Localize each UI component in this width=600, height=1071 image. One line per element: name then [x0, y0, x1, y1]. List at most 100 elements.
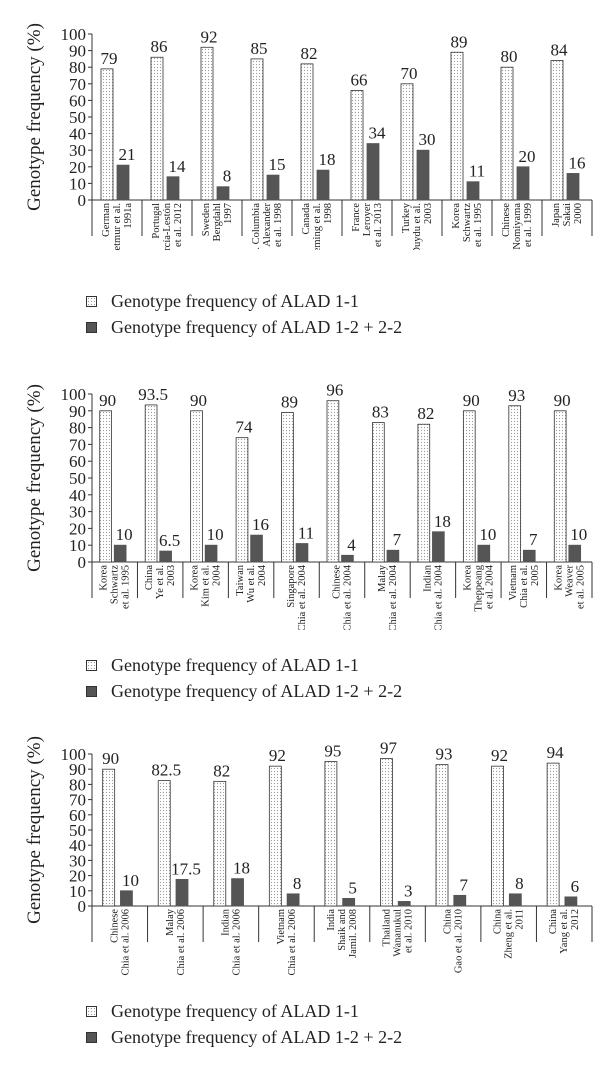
chart-panel-1: Genotype frequency (%) 010203040506070809… — [24, 23, 593, 250]
bar-alad-1-1 — [553, 410, 567, 563]
x-category-label: Singapore — [286, 565, 297, 608]
bar-alad-1-1 — [400, 83, 414, 201]
y-tick-label: 40 — [69, 486, 86, 505]
data-label: 7 — [393, 530, 402, 549]
x-category-label: Duydu et al. — [412, 203, 423, 250]
bar-alad-1-1 — [380, 758, 393, 907]
x-category-label: et al. 2005 — [575, 565, 586, 609]
y-tick-label: 90 — [69, 402, 86, 421]
data-label: 90 — [554, 391, 571, 410]
bar-alad-1-2-2-2 — [231, 878, 244, 907]
bar-alad-1-2-2-2 — [286, 893, 300, 907]
y-tick-label: 100 — [61, 385, 87, 404]
data-label: 93 — [436, 745, 453, 764]
x-category-label: Wananukul — [393, 909, 404, 957]
x-category-label: Fleming et al. — [312, 203, 323, 250]
x-category-label: Chia et al. 2004 — [343, 564, 354, 630]
bar-alad-1-2-2-2 — [216, 186, 230, 201]
y-tick-label: 0 — [78, 553, 87, 572]
x-category-label: Kim et al. — [201, 565, 212, 607]
x-category-label: Gao et al. 2010 — [454, 909, 465, 973]
y-tick-label: 40 — [69, 836, 86, 855]
bar-alad-1-1 — [550, 60, 564, 201]
data-label: 97 — [380, 739, 398, 758]
x-category-label: 2003 — [166, 565, 177, 586]
data-label: 18 — [434, 512, 451, 531]
y-tick-label: 80 — [69, 775, 86, 794]
x-category-label: Chinese — [109, 909, 120, 943]
y-tick-label: 60 — [69, 806, 86, 825]
legend-swatch-light — [86, 659, 97, 671]
x-category-label: China — [144, 565, 155, 590]
bar-alad-1-2-2-2 — [266, 174, 280, 201]
y-tick-label: 20 — [69, 519, 86, 538]
x-category-label: Indian — [422, 564, 433, 592]
bar-alad-1-1 — [250, 58, 264, 201]
bar-alad-1-1 — [500, 66, 514, 201]
x-category-label: Nomiyama — [512, 203, 523, 250]
bar-alad-1-1 — [450, 51, 464, 201]
bar-alad-1-2-2-2 — [166, 176, 180, 201]
x-category-label: Schwartz — [110, 565, 121, 604]
bar-alad-1-2-2-2 — [250, 534, 263, 563]
data-label: 15 — [269, 155, 286, 174]
bar-alad-1-2-2-2 — [416, 149, 430, 201]
bar-alad-1-1 — [144, 404, 158, 563]
y-tick-label: 90 — [69, 760, 86, 779]
bar-alad-1-2-2-2 — [466, 181, 480, 201]
data-label: 3 — [404, 881, 413, 900]
x-category-label: 1997 — [223, 203, 234, 224]
x-category-label: 2011 — [515, 909, 526, 930]
data-label: 90 — [102, 749, 119, 768]
bar-alad-1-2-2-2 — [342, 897, 356, 907]
x-category-label: et al. 2010 — [404, 909, 415, 953]
bar-alad-1-1 — [462, 410, 476, 563]
data-label: 92 — [201, 27, 218, 46]
bar-alad-1-2-2-2 — [204, 544, 218, 563]
x-category-label: Weaver — [564, 565, 575, 597]
bar-alad-1-1 — [350, 90, 364, 201]
bar-alad-1-2-2-2 — [120, 890, 133, 907]
y-tick-label: 60 — [69, 91, 86, 110]
x-category-label: Chinese — [332, 565, 343, 599]
data-label: 86 — [151, 37, 168, 56]
data-label: 10 — [570, 525, 587, 544]
bar-alad-1-2-2-2 — [175, 878, 189, 907]
data-label: 10 — [122, 871, 139, 890]
y-tick-label: 50 — [69, 469, 86, 488]
data-label: 7 — [460, 875, 469, 894]
x-category-label: Chia et al. 2006 — [176, 909, 187, 976]
x-category-label: Chia et al. 2006 — [287, 909, 298, 976]
x-category-label: Shaik and — [337, 908, 348, 950]
bar-alad-1-1 — [268, 765, 282, 907]
data-label: 5 — [348, 878, 357, 897]
legend-label-1-1: Genotype frequency of ALAD 1-1 — [111, 290, 359, 311]
y-tick-label: 40 — [69, 125, 86, 144]
x-category-label: 1991a — [123, 203, 134, 229]
x-category-label: Sakai — [562, 203, 573, 226]
data-label: 85 — [251, 39, 268, 58]
data-label: 90 — [99, 391, 116, 410]
bar-alad-1-2-2-2 — [564, 896, 578, 907]
x-category-label: Wetmur et al. — [112, 203, 123, 250]
y-tick-label: 50 — [69, 108, 86, 127]
data-label: 6.5 — [159, 531, 180, 550]
y-tick-label: 100 — [61, 745, 87, 764]
legend-panel-2: Genotype frequency of ALAD 1-1 Genotype … — [86, 652, 402, 704]
x-category-label: German — [101, 202, 112, 237]
legend-entry-1-1: Genotype frequency of ALAD 1-1 — [86, 288, 402, 314]
data-label: 66 — [351, 70, 368, 89]
x-category-label: Ye et al. — [155, 565, 166, 599]
data-label: 79 — [101, 49, 118, 68]
data-label: 7 — [529, 530, 538, 549]
y-tick-label: 10 — [69, 882, 86, 901]
bar-alad-1-1 — [190, 410, 203, 563]
x-category-label: China — [443, 909, 454, 934]
x-category-label: 2000 — [573, 203, 584, 224]
y-tick-label: 0 — [78, 897, 87, 916]
bar-alad-1-2-2-2 — [295, 543, 309, 563]
y-tick-label: 70 — [69, 75, 86, 94]
x-category-label: 1998 — [323, 203, 334, 224]
y-tick-label: 60 — [69, 452, 86, 471]
x-category-label: Portugal — [151, 203, 162, 239]
